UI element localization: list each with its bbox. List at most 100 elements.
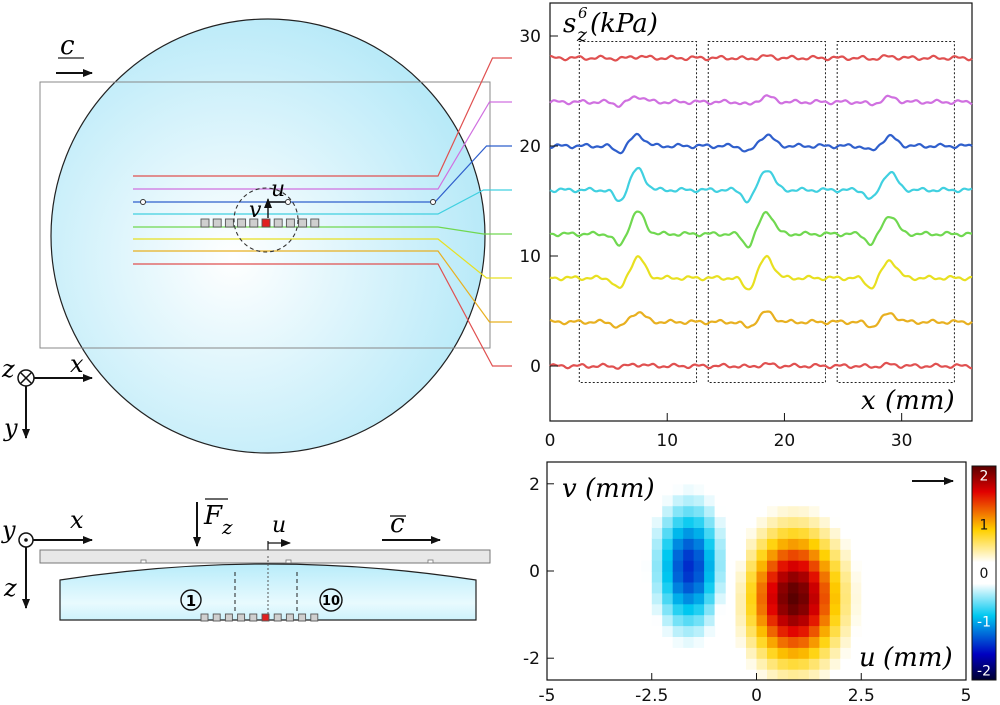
heatmap-cell	[819, 658, 831, 670]
heatmap-cell	[808, 636, 820, 648]
heatmap-cell	[672, 647, 684, 659]
heatmap-cell	[850, 581, 862, 594]
heatmap-cell	[777, 571, 789, 583]
heatmap-cell	[787, 571, 799, 583]
heatmap-cell	[704, 614, 716, 627]
stimulus-boxes	[578, 41, 955, 383]
y-tick-label-1: 10	[519, 247, 541, 267]
top-axis-z: z	[1, 355, 15, 383]
heatmap-cell	[704, 571, 716, 583]
trace-line-6	[549, 132, 973, 155]
side-plate	[39, 549, 491, 564]
heatmap-cell	[850, 592, 862, 605]
heatmap-cell	[798, 603, 810, 616]
heatmap-cell	[704, 581, 716, 594]
heatmap-cell	[672, 603, 684, 616]
heatmap-cell	[787, 494, 799, 507]
heatmap-cell	[746, 549, 758, 561]
side-axis-y: y	[1, 516, 16, 544]
heatmap-cell	[767, 527, 779, 539]
heatmap-cell	[861, 614, 873, 627]
leader-line-5	[133, 226, 512, 235]
heatmap-cell	[672, 549, 684, 561]
side-view-diagram: y x z F z u c 1 10	[1, 498, 491, 622]
heatmap-cell	[756, 636, 768, 648]
heatmap-cell	[693, 614, 705, 627]
heatmap-ylabel-unit: (mm)	[585, 474, 655, 504]
heatmap-cell	[829, 625, 841, 637]
heatmap-cell	[808, 592, 820, 605]
heatmap-cell	[808, 494, 820, 507]
heatmap-cell	[641, 581, 653, 594]
heatmap-cell	[767, 625, 779, 637]
u-label: u	[271, 177, 285, 202]
side-u-label: u	[272, 513, 286, 538]
heatmap-xlabel-unit: (mm)	[883, 643, 953, 673]
heatmap-cell	[735, 581, 747, 594]
heatmap-cell	[693, 571, 705, 583]
heatmap-cell	[767, 614, 779, 627]
heatmap-cell	[704, 483, 716, 496]
heatmap-cell	[704, 603, 716, 616]
heatmap-cell	[767, 560, 779, 572]
heatmap-cell	[767, 647, 779, 659]
heatmap-cell	[819, 603, 831, 616]
heatmap-cell	[840, 581, 852, 594]
heatmap-cell	[641, 549, 653, 561]
heatmap-cell	[662, 527, 674, 539]
heatmap-y-ticks: -2 0 2	[523, 475, 554, 669]
sensor-last-circle	[319, 588, 343, 612]
heatmap-cell	[819, 516, 831, 528]
heatmap-cell	[714, 527, 726, 539]
line-chart-ylabel: s 6 z (kPa)	[563, 4, 658, 46]
y-ticks: 0 10 20 30	[519, 27, 558, 377]
leader-line-4	[133, 189, 512, 215]
sensor-8	[285, 218, 295, 228]
heatmap-cell	[693, 560, 705, 572]
sensor-7	[273, 218, 283, 228]
heatmap-cell	[861, 603, 873, 616]
line-chart-xlabel: x (mm)	[861, 386, 955, 416]
heatmap-cell	[829, 658, 841, 670]
heatmap-cell	[850, 571, 862, 583]
heatmap-cell	[819, 549, 831, 561]
heatmap-cell	[735, 571, 747, 583]
heatmap-cell	[714, 614, 726, 627]
heatmap-cell	[693, 483, 705, 496]
heatmap-cell	[829, 669, 841, 681]
heatmap-cell	[746, 636, 758, 648]
heatmap-cell	[651, 560, 663, 572]
heatmap-cell	[767, 581, 779, 594]
heatmap-cell	[683, 603, 695, 616]
heatmap-cell	[787, 636, 799, 648]
sensor-8	[285, 613, 294, 622]
colorbar	[971, 465, 997, 681]
heatmap-cell	[641, 571, 653, 583]
heatmap-cell	[808, 505, 820, 518]
heatmap-cell	[840, 636, 852, 648]
heatmap-cell	[756, 538, 768, 550]
heatmap-cell	[662, 571, 674, 583]
side-sensor-array	[200, 613, 319, 622]
heatmap-cell	[798, 647, 810, 659]
sensor-7	[273, 613, 282, 622]
heatmap-cell	[662, 483, 674, 496]
heatmap-cell	[756, 505, 768, 518]
heatmap-cell	[850, 647, 862, 659]
sensor-disk	[50, 18, 486, 454]
colorbar-tick-label-2: 0	[980, 566, 989, 582]
heatmap-cell	[704, 549, 716, 561]
sensor-10	[310, 613, 319, 622]
heatmap-cell	[850, 538, 862, 550]
top-coordinate-axes: z x y	[1, 350, 93, 442]
heatmap-cell	[672, 527, 684, 539]
leader-line-6	[133, 238, 512, 279]
heatmap-cell	[777, 516, 789, 528]
colorbar-tick-label-0: 2	[980, 469, 989, 485]
sensor-first-label: 1	[186, 592, 196, 610]
line-endpoint-left	[140, 199, 146, 205]
ylabel-sub: z	[576, 24, 588, 46]
heatmap-cell	[787, 538, 799, 550]
heatmap-cell	[840, 538, 852, 550]
plate-bump-1	[140, 559, 147, 564]
